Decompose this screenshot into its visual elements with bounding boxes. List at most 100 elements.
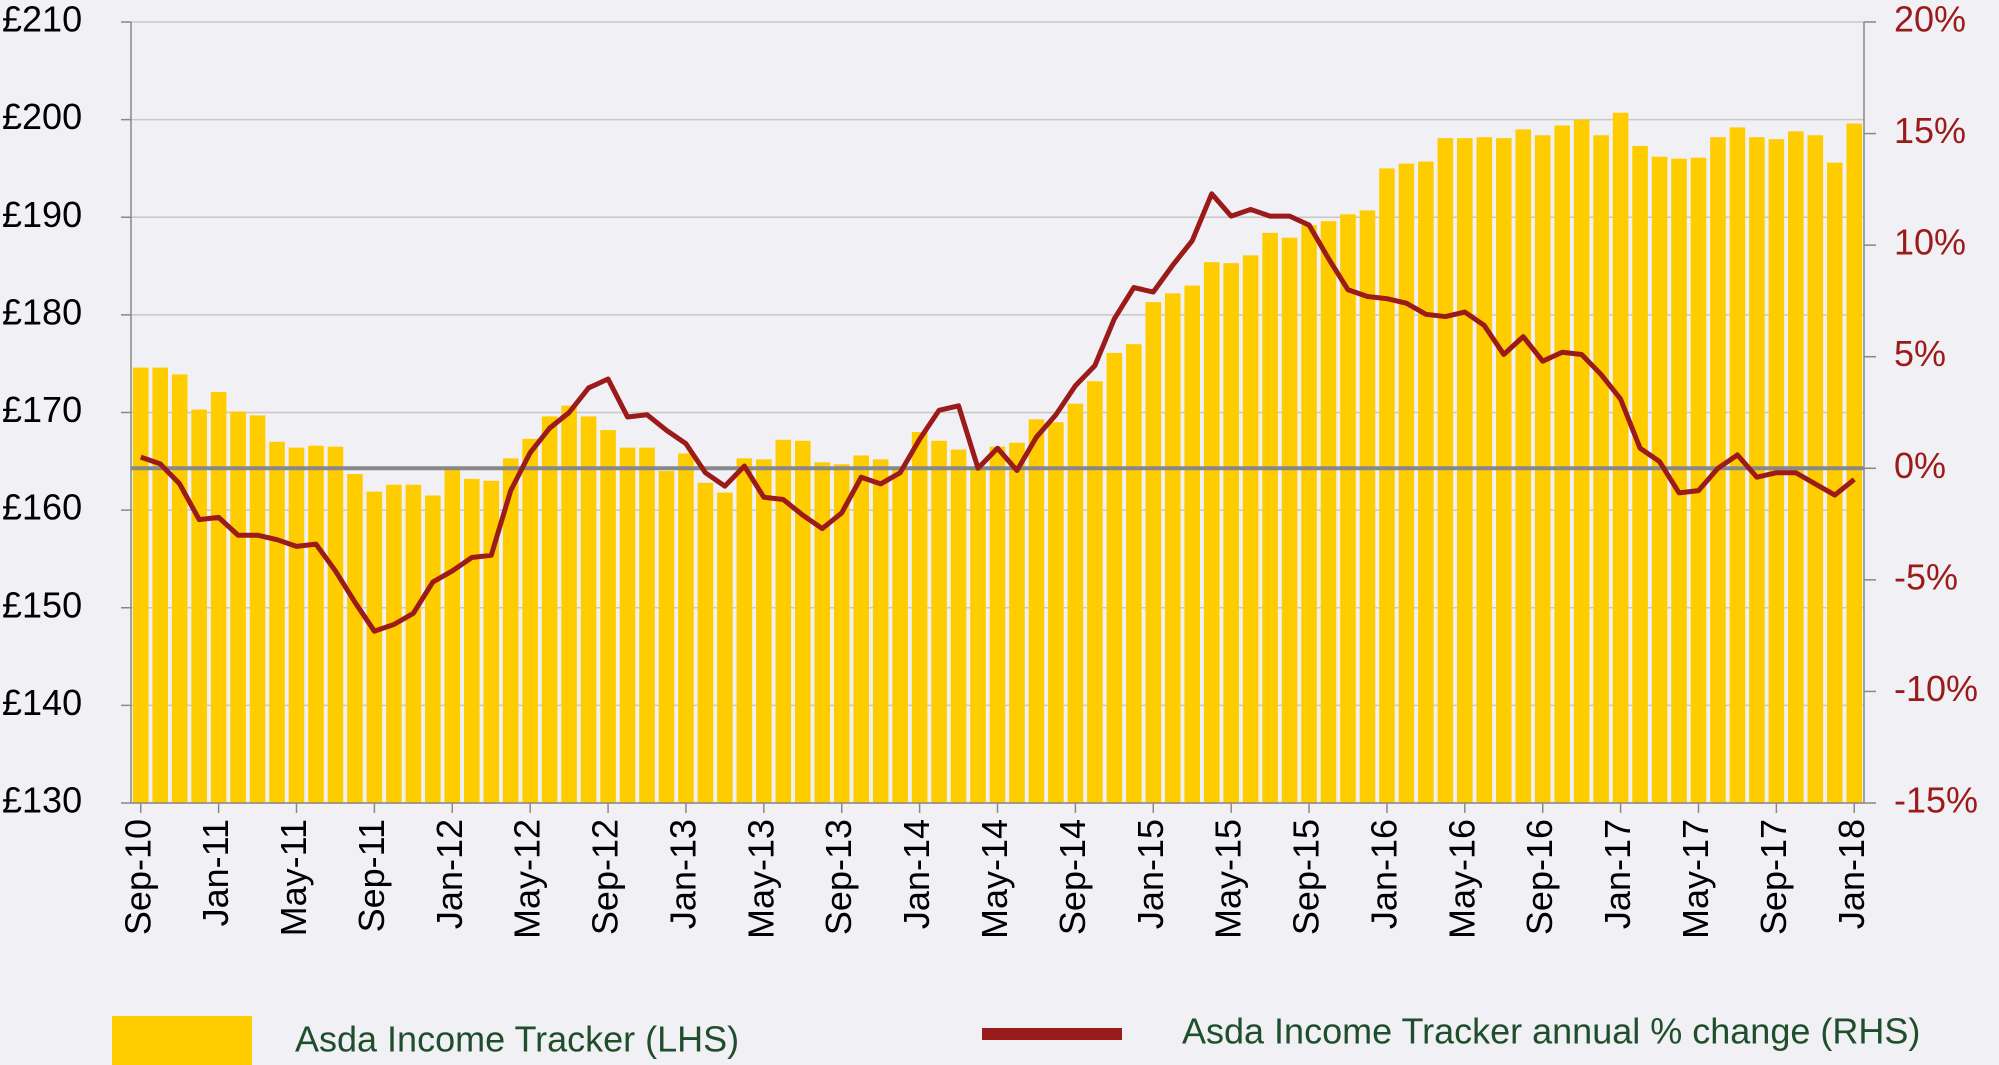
bar	[989, 446, 1006, 803]
bar	[1495, 138, 1512, 803]
y2-tick-label: 20%	[1894, 0, 1966, 40]
bar	[249, 415, 266, 803]
bar	[756, 459, 772, 803]
x-tick-label: Sep-16	[1519, 819, 1560, 935]
y-tick-label: £180	[2, 291, 82, 332]
bar	[522, 438, 538, 803]
bar	[1164, 293, 1181, 803]
x-tick-label: Jan-14	[896, 819, 937, 929]
bar	[931, 440, 947, 803]
bar	[1359, 210, 1376, 803]
bar	[1281, 237, 1298, 804]
y2-tick-label: 10%	[1894, 222, 1966, 263]
bar	[1729, 127, 1746, 803]
x-tick-label: Jan-15	[1130, 819, 1171, 929]
bar	[600, 430, 616, 803]
bar	[1651, 156, 1668, 803]
bar	[619, 447, 636, 803]
x-tick-label: Sep-14	[1052, 819, 1093, 935]
bar	[1418, 161, 1434, 803]
bar	[1554, 125, 1570, 804]
bar	[541, 416, 558, 803]
bar	[386, 484, 402, 803]
bar	[1067, 403, 1084, 803]
x-tick-label: May-11	[273, 819, 314, 936]
y-tick-label: £130	[2, 780, 82, 821]
bar	[327, 446, 344, 803]
bar	[1457, 138, 1473, 803]
x-tick-label: May-15	[1208, 819, 1249, 939]
bar	[580, 416, 597, 803]
bar	[1184, 285, 1201, 803]
x-tick-label: Sep-12	[585, 819, 626, 935]
y-tick-label: £140	[2, 682, 82, 723]
bar	[1145, 302, 1162, 803]
x-tick-label: May-17	[1675, 819, 1716, 939]
bar	[717, 492, 733, 803]
y-tick-label: £200	[2, 96, 82, 137]
bar	[288, 447, 305, 803]
bar	[1028, 419, 1045, 803]
y2-tick-label: -15%	[1894, 780, 1978, 821]
x-tick-label: Jan-18	[1831, 819, 1872, 929]
y2-tick-label: -5%	[1894, 556, 1958, 597]
bar	[230, 411, 246, 803]
bar	[366, 491, 383, 803]
bar	[561, 405, 577, 803]
bar	[1827, 162, 1843, 803]
bar	[1515, 129, 1532, 803]
bar	[970, 467, 986, 803]
x-tick-label: May-13	[740, 819, 781, 939]
bar	[210, 391, 227, 803]
bar	[775, 439, 792, 803]
bar	[1437, 138, 1454, 803]
bar	[269, 441, 285, 803]
x-tick-label: Sep-13	[818, 819, 859, 935]
bar	[814, 462, 831, 803]
y2-tick-label: 5%	[1894, 333, 1946, 374]
x-tick-label: Jan-16	[1363, 819, 1404, 929]
x-tick-label: Jan-11	[195, 819, 236, 926]
bar	[308, 445, 324, 803]
bar	[892, 467, 908, 803]
bar	[1846, 123, 1863, 803]
bar	[171, 374, 188, 803]
bar	[1262, 232, 1278, 803]
y-tick-label: £170	[2, 389, 82, 430]
bar	[1612, 112, 1629, 803]
bar	[1203, 262, 1220, 804]
x-tick-label: Jan-17	[1597, 819, 1638, 929]
y2-tick-label: 15%	[1894, 110, 1966, 151]
bar	[483, 480, 500, 803]
bar	[658, 471, 675, 803]
bar	[1632, 145, 1648, 803]
bar	[1340, 214, 1356, 804]
bar	[444, 470, 461, 803]
bar	[1379, 168, 1395, 803]
bar	[950, 449, 967, 803]
bar	[639, 447, 655, 803]
bar	[833, 464, 850, 803]
bar	[152, 367, 168, 803]
bar	[736, 458, 753, 803]
bar	[132, 367, 149, 803]
bar	[911, 432, 928, 803]
bar	[425, 495, 441, 803]
legend-label: Asda Income Tracker annual % change (RHS…	[1182, 1011, 1920, 1052]
x-tick-label: May-14	[974, 819, 1015, 939]
bar	[1320, 221, 1337, 803]
y-tick-label: £150	[2, 584, 82, 625]
y2-tick-label: -10%	[1894, 668, 1978, 709]
bar	[1048, 422, 1064, 803]
y-tick-label: £190	[2, 194, 82, 235]
bar	[697, 482, 714, 803]
x-tick-label: Jan-12	[429, 819, 470, 929]
bar	[1009, 442, 1025, 803]
x-tick-label: Sep-10	[117, 819, 158, 935]
bar	[463, 478, 480, 803]
bar	[1126, 344, 1142, 803]
line-series	[139, 191, 1856, 634]
legend-swatch	[112, 1016, 252, 1065]
x-tick-label: May-16	[1441, 819, 1482, 939]
